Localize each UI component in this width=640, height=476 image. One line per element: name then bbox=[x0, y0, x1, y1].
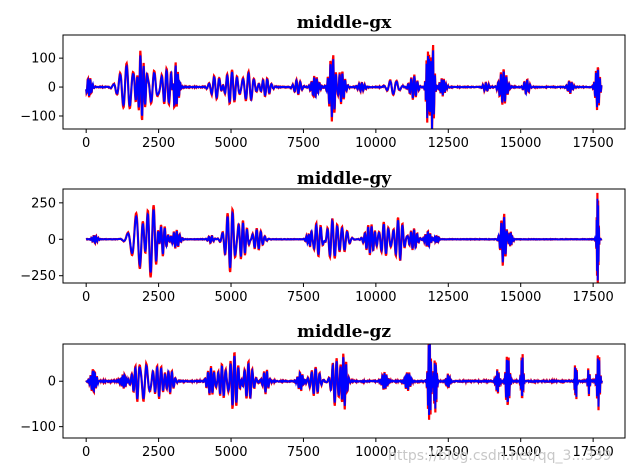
y-tick-label: 0 bbox=[48, 233, 56, 248]
y-tick-label: −100 bbox=[20, 109, 56, 124]
x-tick-label: 15000 bbox=[500, 445, 541, 460]
y-tick-label: 0 bbox=[48, 81, 56, 96]
axes-frame bbox=[62, 34, 626, 130]
y-tick-label: −100 bbox=[20, 420, 56, 435]
series-line-blue bbox=[85, 344, 603, 415]
subplot-title: middle-gz bbox=[297, 322, 391, 342]
x-tick-label: 2500 bbox=[142, 136, 175, 151]
y-tick-label: 100 bbox=[31, 52, 56, 67]
x-tick-label: 15000 bbox=[500, 290, 541, 305]
x-tick-label: 10000 bbox=[355, 290, 396, 305]
x-tick-label: 5000 bbox=[214, 136, 247, 151]
x-tick-label: 0 bbox=[82, 290, 90, 305]
x-tick-label: 0 bbox=[82, 136, 90, 151]
x-tick-label: 0 bbox=[82, 445, 90, 460]
series-line-blue bbox=[85, 198, 603, 281]
x-tick-label: 12500 bbox=[428, 136, 469, 151]
x-tick-label: 7500 bbox=[287, 445, 320, 460]
axes-frame bbox=[62, 188, 626, 284]
x-tick-label: 17500 bbox=[572, 290, 613, 305]
subplot-middle-gy: middle-gy 0 2500 5000 7500 10000 12500 15000 17… bbox=[20, 169, 626, 305]
subplot-middle-gz: middle-gz 0 2500 5000 7500 10000 12500 15000 17… bbox=[20, 322, 626, 460]
x-tick-label: 10000 bbox=[355, 136, 396, 151]
x-tick-label: 12500 bbox=[428, 290, 469, 305]
x-tick-label: 17500 bbox=[572, 136, 613, 151]
subplot-title: middle-gx bbox=[297, 13, 392, 33]
series-line-blue bbox=[85, 50, 603, 129]
x-tick-label: 12500 bbox=[428, 445, 469, 460]
x-tick-label: 17500 bbox=[572, 445, 613, 460]
x-tick-label: 10000 bbox=[355, 445, 396, 460]
watermark: https://blog.csdn.net/qq_3...339 bbox=[388, 448, 612, 464]
x-tick-label: 15000 bbox=[500, 136, 541, 151]
axes-frame bbox=[62, 343, 626, 439]
y-tick-label: −250 bbox=[20, 269, 56, 284]
x-tick-label: 2500 bbox=[142, 445, 175, 460]
y-tick-label: 0 bbox=[48, 375, 56, 390]
x-tick-label: 2500 bbox=[142, 290, 175, 305]
subplot-title: middle-gy bbox=[297, 169, 392, 189]
x-tick-label: 5000 bbox=[214, 290, 247, 305]
x-tick-label: 5000 bbox=[214, 445, 247, 460]
x-tick-label: 7500 bbox=[287, 290, 320, 305]
x-tick-label: 7500 bbox=[287, 136, 320, 151]
subplot-middle-gx: middle-gx 0 2500 5000 7500 10000 12500 15000 17… bbox=[20, 13, 626, 151]
y-tick-label: 250 bbox=[31, 196, 56, 211]
